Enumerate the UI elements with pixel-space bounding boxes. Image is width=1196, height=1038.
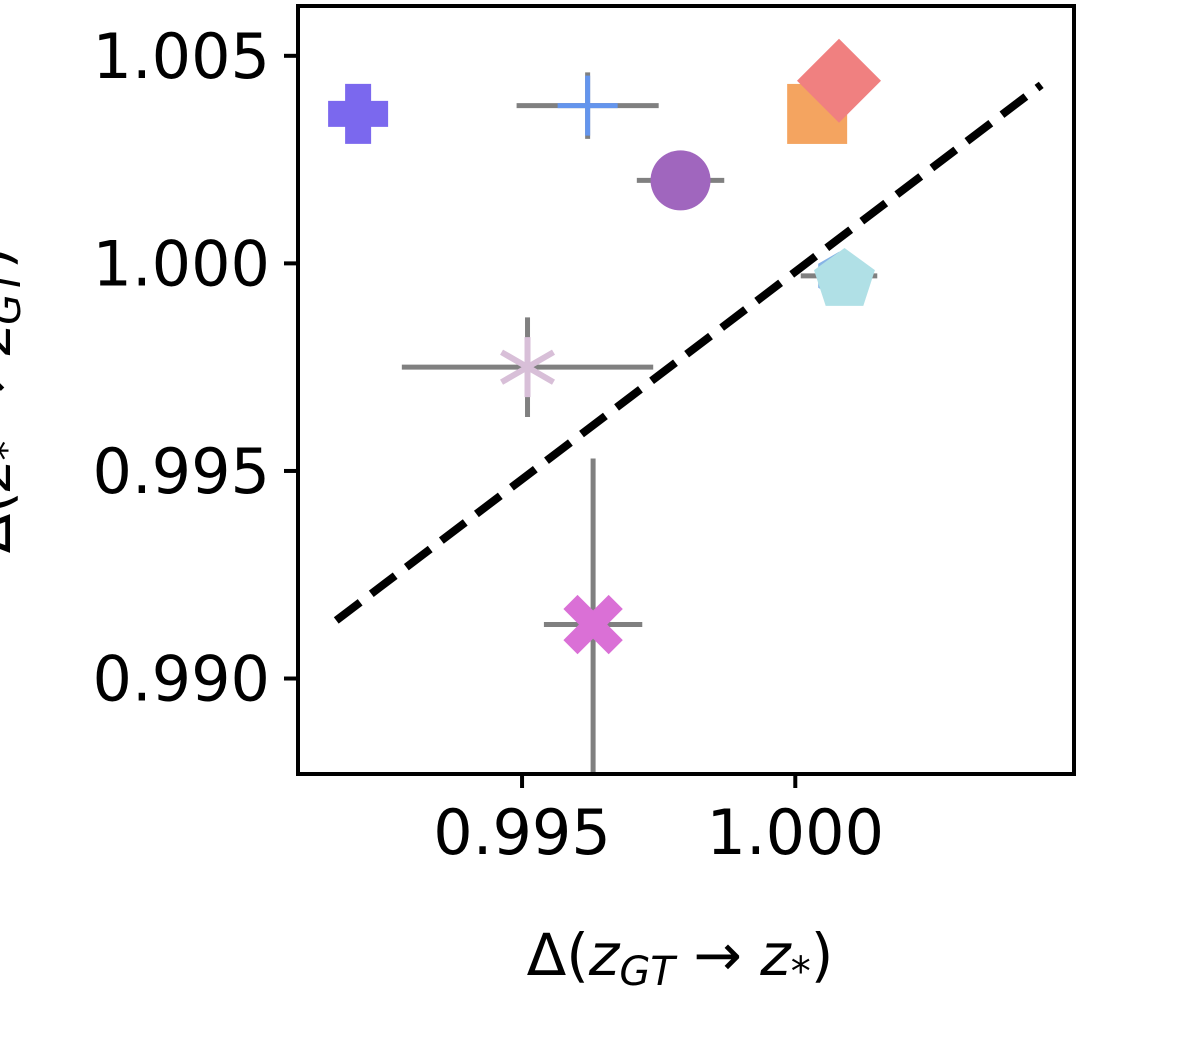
marker-plus-filled xyxy=(328,83,389,144)
marker-plus xyxy=(557,75,618,136)
axes: 0.995 1.000 0.990 0.995 1.000 1.005 xyxy=(93,4,1076,869)
y-axis-label: Δ(z* → zGT) xyxy=(0,247,30,554)
marker-pentagon xyxy=(814,248,875,306)
marker-diamond xyxy=(797,38,882,123)
marker-star xyxy=(500,337,556,398)
marker-circle xyxy=(650,150,711,211)
y-tick-label: 1.005 xyxy=(93,20,271,93)
data-point-2 xyxy=(516,72,659,139)
y-tick-label: 0.990 xyxy=(93,643,271,716)
reference-line xyxy=(333,81,1044,624)
y-tick-label: 0.995 xyxy=(93,435,271,508)
plot-frame xyxy=(296,4,1076,776)
y-tick-label: 1.000 xyxy=(93,227,271,300)
marker-x-filled xyxy=(563,594,623,655)
plot-contents xyxy=(328,38,1044,774)
data-point-1 xyxy=(328,83,389,144)
x-tick-label: 1.000 xyxy=(707,796,885,869)
data-point-8 xyxy=(401,317,654,417)
data-point-7 xyxy=(814,248,875,306)
x-tick-label: 0.995 xyxy=(433,796,611,869)
data-point-3 xyxy=(636,150,725,211)
data-point-9 xyxy=(543,458,643,774)
data-point-5 xyxy=(797,38,882,123)
plot-area xyxy=(328,38,1044,774)
x-axis-label: Δ(zGT → z*) xyxy=(527,921,834,995)
